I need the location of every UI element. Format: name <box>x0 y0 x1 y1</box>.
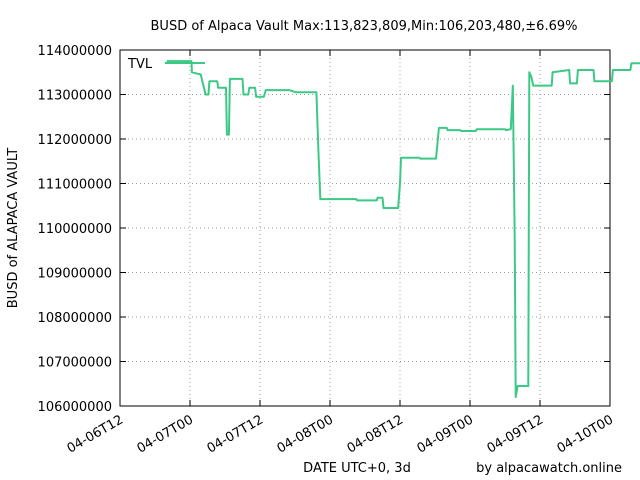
y-tick-label: 113000000 <box>38 89 112 104</box>
y-tick-label: 111000000 <box>38 178 112 193</box>
series-layer <box>166 60 640 399</box>
y-tick-label: 114000000 <box>38 44 112 59</box>
y-tick-label: 109000000 <box>38 267 112 282</box>
y-tick-label: 106000000 <box>38 400 112 415</box>
x-tick-label: 04-07T12 <box>205 412 266 456</box>
x-tick-label: 04-06T12 <box>65 412 126 456</box>
x-tick-label: 04-09T00 <box>415 412 476 456</box>
legend: TVL <box>127 57 205 72</box>
legend-label: TVL <box>127 57 153 72</box>
x-tick-label: 04-10T00 <box>555 412 616 456</box>
y-tick-label: 108000000 <box>38 311 112 326</box>
y-tick-label: 110000000 <box>38 222 112 237</box>
grid-lines <box>120 50 610 406</box>
y-tick-label: 112000000 <box>38 133 112 148</box>
y-tick-label: 107000000 <box>38 356 112 371</box>
x-tick-label: 04-08T00 <box>275 412 336 456</box>
x-tick-label: 04-07T00 <box>135 412 196 456</box>
credit-text: by alpacawatch.online <box>476 461 622 476</box>
x-tick-label: 04-08T12 <box>345 412 406 456</box>
series-line-tvl <box>166 60 640 399</box>
y-axis-label: BUSD of ALAPACA VAULT <box>6 148 21 309</box>
chart-title: BUSD of Alpaca Vault Max:113,823,809,Min… <box>151 19 578 34</box>
x-axis-label: DATE UTC+0, 3d <box>303 461 411 476</box>
x-tick-label: 04-09T12 <box>485 412 546 456</box>
x-axis: 04-06T12 04-07T00 04-07T12 04-08T00 04-08T12… <box>65 50 616 457</box>
y-axis: 106000000 107000000 108000000 109000000 1100… <box>38 44 610 415</box>
